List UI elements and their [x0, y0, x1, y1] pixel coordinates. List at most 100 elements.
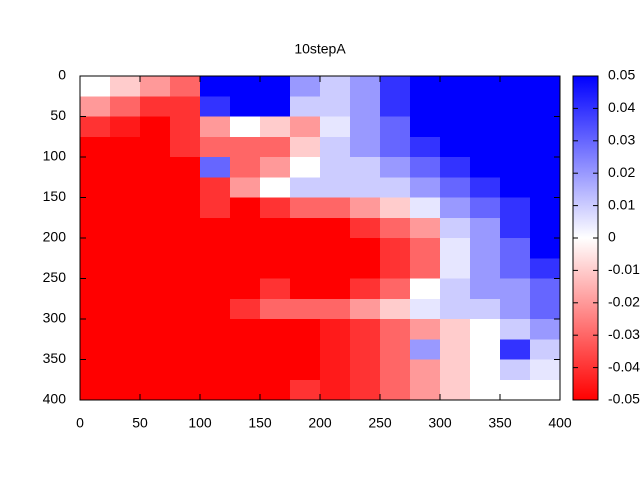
colorbar-tick-label: -0.04 [608, 358, 640, 374]
heatmap-cell [230, 177, 261, 198]
heatmap-cell [140, 76, 171, 97]
colorbar-tick-label: -0.01 [608, 261, 640, 277]
x-tick-label: 150 [248, 415, 272, 431]
heatmap-cell [410, 116, 441, 138]
heatmap-cell [380, 278, 411, 300]
heatmap-cell [290, 116, 321, 138]
heatmap-cell [140, 238, 171, 259]
heatmap-cell [230, 157, 261, 178]
heatmap-cell [170, 217, 201, 239]
heatmap-cell [410, 197, 441, 219]
heatmap-cell [320, 177, 351, 198]
heatmap-cell [440, 197, 471, 219]
heatmap-cell [440, 217, 471, 239]
heatmap-cell [470, 177, 501, 198]
heatmap-cell [410, 177, 441, 198]
heatmap-cell [440, 157, 471, 178]
colorbar-tick-label: 0.03 [608, 132, 635, 148]
heatmap-cell [320, 339, 351, 360]
heatmap-cell [290, 339, 321, 360]
heatmap-cell [350, 238, 381, 259]
heatmap-cell [260, 116, 291, 138]
heatmap-cell [410, 379, 441, 401]
heatmap-cell [230, 76, 261, 97]
heatmap-cell [260, 136, 291, 158]
heatmap-cell [470, 197, 501, 219]
heatmap-cell [350, 217, 381, 239]
heatmap-cell [380, 339, 411, 360]
heatmap-cell [500, 278, 531, 300]
heatmap-cell [140, 177, 171, 198]
heatmap-cell [260, 379, 291, 401]
heatmap-cell [380, 76, 411, 97]
heatmap-cell [380, 116, 411, 138]
heatmap-cell [110, 238, 141, 259]
heatmap-cell [350, 197, 381, 219]
heatmap-cell [380, 177, 411, 198]
heatmap-cell [530, 177, 561, 198]
x-tick-label: 100 [188, 415, 212, 431]
heatmap-cell [470, 116, 501, 138]
heatmap-cell [200, 197, 231, 219]
heatmap-cell [110, 116, 141, 138]
heatmap-cell [230, 136, 261, 158]
heatmap-cell [80, 177, 111, 198]
heatmap-cell [140, 258, 171, 279]
heatmap-cell [440, 258, 471, 279]
y-tick-label: 300 [43, 310, 67, 326]
heatmap-cell [170, 136, 201, 158]
heatmap-cell [380, 258, 411, 279]
heatmap-cell [110, 278, 141, 300]
heatmap-cell [140, 298, 171, 320]
heatmap-cell [200, 278, 231, 300]
heatmap-cell [170, 278, 201, 300]
heatmap-cell [440, 116, 471, 138]
heatmap-cell [290, 96, 321, 117]
heatmap-cell [80, 379, 111, 401]
heatmap-cell [140, 157, 171, 178]
heatmap-cell [440, 319, 471, 340]
heatmap-cell [260, 278, 291, 300]
heatmap-cell [530, 339, 561, 360]
x-tick-label: 400 [548, 415, 572, 431]
chart-title: 10stepA [294, 41, 346, 57]
heatmap-cell [230, 339, 261, 360]
heatmap-cell [500, 177, 531, 198]
heatmap-cell [290, 238, 321, 259]
heatmap-cell [110, 359, 141, 381]
heatmap-cell [470, 298, 501, 320]
y-tick-label: 250 [43, 269, 67, 285]
y-tick-label: 0 [58, 67, 66, 83]
heatmap-cell [530, 258, 561, 279]
heatmap-cell [440, 379, 471, 401]
heatmap-cell [320, 359, 351, 381]
heatmap-cell [320, 197, 351, 219]
heatmap-cell [500, 116, 531, 138]
heatmap-cell [440, 359, 471, 381]
heatmap-cell [110, 217, 141, 239]
heatmap-cell [320, 136, 351, 158]
heatmap-cell [530, 157, 561, 178]
heatmap-cell [320, 298, 351, 320]
heatmap-cell [440, 177, 471, 198]
heatmap-cell [290, 157, 321, 178]
heatmap-cell [500, 197, 531, 219]
colorbar-tick-label: -0.05 [608, 391, 640, 407]
y-tick-label: 50 [50, 107, 66, 123]
heatmap-cell [470, 359, 501, 381]
heatmap-cell [470, 96, 501, 117]
heatmap-cell [380, 217, 411, 239]
heatmap-cell [470, 157, 501, 178]
heatmap-cell [110, 96, 141, 117]
heatmap-cell [410, 217, 441, 239]
heatmap-cell [500, 359, 531, 381]
heatmap-cell [380, 298, 411, 320]
heatmap-cell [470, 319, 501, 340]
heatmap-cell [380, 157, 411, 178]
heatmap-cell [200, 238, 231, 259]
colorbar-tick-label: 0 [608, 229, 616, 245]
heatmap-cell [350, 359, 381, 381]
heatmap-cell [110, 319, 141, 340]
heatmap-cell [230, 319, 261, 340]
heatmap-cell [140, 278, 171, 300]
